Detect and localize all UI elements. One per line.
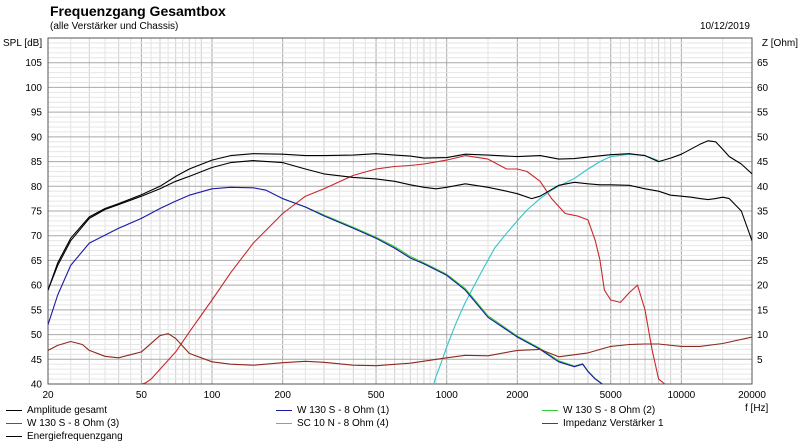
y2-tick-label: 25 <box>757 256 769 267</box>
y-axis-label-left: SPL [dB] <box>3 38 43 49</box>
legend-swatch <box>6 436 22 437</box>
y-tick-label: 65 <box>31 256 43 267</box>
x-tick-label: 20000 <box>738 390 766 401</box>
legend-swatch <box>542 410 558 411</box>
y-tick-label: 80 <box>31 182 43 193</box>
x-tick-label: 2000 <box>506 390 529 401</box>
legend-item-sc10n-4: SC 10 N - 8 Ohm (4) <box>276 418 389 429</box>
y2-tick-label: 30 <box>757 231 769 242</box>
y-tick-label: 50 <box>31 330 43 341</box>
legend: Amplitude gesamt W 130 S - 8 Ohm (3) Ene… <box>6 405 746 445</box>
y2-tick-label: 35 <box>757 207 769 218</box>
y2-tick-label: 50 <box>757 132 769 143</box>
series-line-amplitude-gesamt <box>48 160 752 291</box>
y2-tick-label: 20 <box>757 281 769 292</box>
legend-label: Impedanz Verstärker 1 <box>563 418 664 429</box>
y2-tick-label: 65 <box>757 58 769 69</box>
legend-label: W 130 S - 8 Ohm (1) <box>297 405 390 416</box>
legend-item-energiefrequenzgang: Energiefrequenzgang <box>6 431 123 442</box>
y-tick-label: 70 <box>31 231 43 242</box>
x-tick-label: 500 <box>368 390 385 401</box>
series-line-energiefrequenzgang <box>48 140 752 291</box>
series-line-impedanz-verst-rker-1 <box>48 333 752 367</box>
legend-item-w130s-1: W 130 S - 8 Ohm (1) <box>276 405 389 416</box>
legend-swatch <box>276 423 292 424</box>
x-tick-label: 50 <box>136 390 148 401</box>
y2-tick-label: 5 <box>757 355 763 366</box>
legend-label: Energiefrequenzgang <box>27 431 123 442</box>
y2-tick-label: 15 <box>757 305 769 316</box>
legend-item-w130s-2: W 130 S - 8 Ohm (2) <box>542 405 655 416</box>
series-line-sc-10-n-8-ohm-4 <box>433 153 659 384</box>
x-tick-label: 5000 <box>600 390 623 401</box>
y-tick-label: 40 <box>31 380 43 391</box>
series-line-w-130-s-8-ohm-3 <box>141 155 666 384</box>
x-tick-label: 1000 <box>436 390 459 401</box>
x-tick-label: 20 <box>42 390 54 401</box>
y2-tick-label: 60 <box>757 83 769 94</box>
legend-swatch <box>6 423 22 424</box>
legend-item-impedanz: Impedanz Verstärker 1 <box>542 418 664 429</box>
chart-title: Frequenzgang Gesamtbox <box>50 3 226 19</box>
y2-tick-label: 45 <box>757 157 769 168</box>
y-tick-label: 90 <box>31 132 43 143</box>
x-tick-label: 100 <box>204 390 221 401</box>
y-tick-label: 75 <box>31 207 43 218</box>
y-tick-label: 45 <box>31 355 43 366</box>
y-axis-label-right: Z [Ohm] <box>761 38 798 49</box>
x-tick-label: 10000 <box>667 390 695 401</box>
y2-tick-label: 40 <box>757 182 769 193</box>
legend-label: W 130 S - 8 Ohm (2) <box>563 405 656 416</box>
y-tick-label: 55 <box>31 305 43 316</box>
y-tick-label: 85 <box>31 157 43 168</box>
chart-date: 10/12/2019 <box>699 21 750 32</box>
series-line-w-130-s-8-ohm-1 <box>48 186 603 384</box>
legend-item-amplitude-gesamt: Amplitude gesamt <box>6 405 107 416</box>
legend-label: SC 10 N - 8 Ohm (4) <box>297 418 389 429</box>
y-tick-label: 60 <box>31 281 43 292</box>
y2-tick-label: 10 <box>757 330 769 341</box>
y-tick-label: 105 <box>25 58 42 69</box>
legend-swatch <box>542 423 558 424</box>
legend-label: W 130 S - 8 Ohm (3) <box>27 418 120 429</box>
y-tick-label: 95 <box>31 108 43 119</box>
legend-item-w130s-3: W 130 S - 8 Ohm (3) <box>6 418 119 429</box>
x-axis-label: f [Hz] <box>745 403 769 414</box>
y2-tick-label: 55 <box>757 108 769 119</box>
legend-swatch <box>6 410 22 411</box>
legend-label: Amplitude gesamt <box>27 405 108 416</box>
chart-subtitle: (alle Verstärker und Chassis) <box>50 21 179 32</box>
plot-border <box>47 37 753 385</box>
x-tick-label: 200 <box>274 390 291 401</box>
legend-swatch <box>276 410 292 411</box>
y-tick-label: 100 <box>25 83 42 94</box>
